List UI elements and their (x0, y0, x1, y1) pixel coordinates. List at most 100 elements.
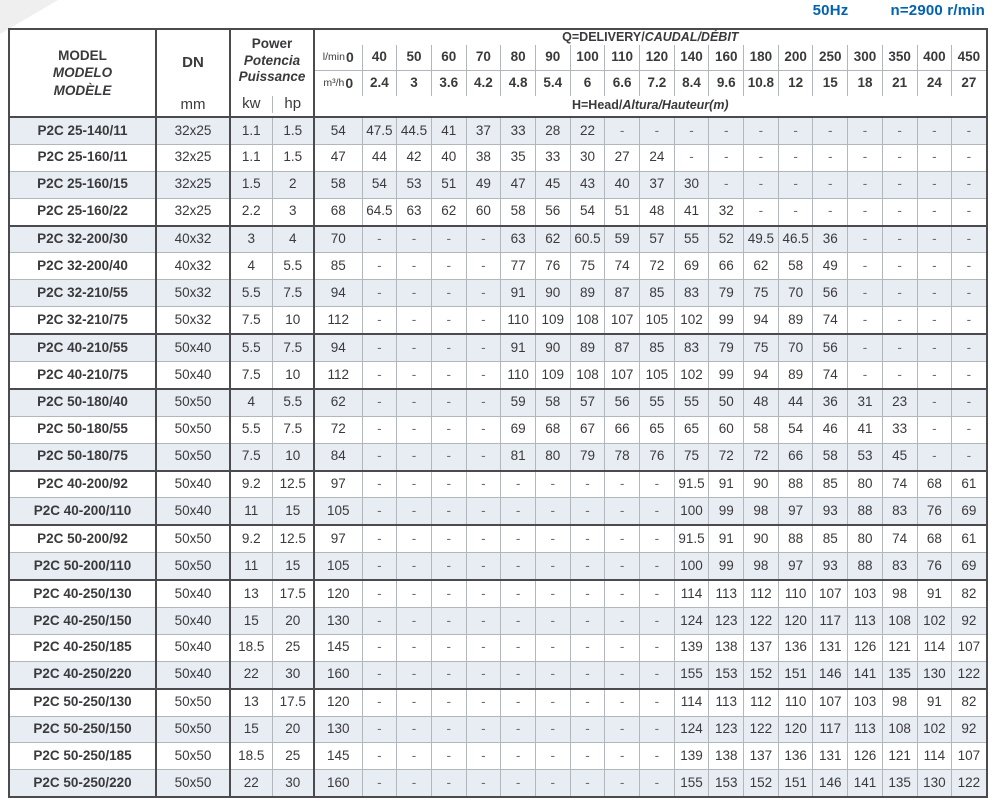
head-value-cell: 92 (951, 715, 988, 744)
table-row: P2C 50-200/92 50x50 9.2 12.5 97- - - - - - - - -91.5… (8, 524, 988, 554)
head-value-cell: 53 (396, 170, 432, 199)
head-value-cell: 75 (743, 333, 779, 363)
speed-label: n=2900 r/min (890, 2, 985, 19)
head-value-cell: - (881, 252, 918, 281)
head-value-cell: 27 (604, 143, 641, 172)
hp-cell: 3 (271, 197, 316, 227)
kw-cell: 2.2 (229, 197, 273, 227)
m3h-value: 24 (916, 69, 953, 96)
head-value-cell: 120 (777, 607, 814, 635)
hp-cell: 25 (271, 742, 316, 771)
head-value-cell: - (673, 115, 710, 145)
lmin-unit: l/min (322, 50, 345, 63)
head-value-cell: 97 (313, 469, 363, 499)
head-value-cell: - (430, 442, 467, 472)
head-value-cell: 46 (812, 415, 849, 444)
dn-cell: 50x50 (155, 387, 231, 417)
head-value-cell: 122 (951, 769, 988, 798)
delivery-header: Q=DELIVERY/CAUDAL/DÉBIT (313, 28, 988, 46)
head-value-cell: 61 (951, 524, 988, 554)
head-value-cell: - (639, 607, 675, 635)
m3h-value: 9.6 (708, 69, 745, 96)
kw-cell: 22 (229, 769, 273, 798)
head-value-cell: 102 (916, 607, 953, 635)
head-value-cell: - (847, 143, 883, 172)
table-row: P2C 40-250/185 50x40 18.5 25 145- - - - - - - - -139… (8, 633, 988, 662)
head-value-cell: 79 (708, 333, 745, 363)
head-value-cell: - (396, 715, 432, 744)
head-value-cell: - (777, 170, 814, 199)
head-value-cell: - (569, 769, 606, 798)
head-value-cell: 108 (569, 306, 606, 335)
lmin-value: 350 (881, 44, 918, 71)
dn-cell: 50x50 (155, 552, 231, 581)
m3h-value: 10.8 (743, 69, 779, 96)
head-value-cell: 137 (743, 633, 779, 662)
model-cell: P2C 32-200/40 (8, 252, 157, 281)
head-value-cell: 48 (639, 197, 675, 227)
head-value-cell: - (500, 687, 536, 717)
head-value-cell: - (500, 660, 536, 690)
head-value-cell: - (604, 742, 641, 771)
head-value-cell: - (396, 279, 432, 308)
hp-cell: 20 (271, 607, 316, 635)
kw-cell: 7.5 (229, 306, 273, 335)
head-value-cell: - (430, 687, 467, 717)
head-value-cell: 151 (777, 660, 814, 690)
head-value-cell: - (465, 306, 502, 335)
head-value-cell: - (361, 769, 398, 798)
lmin-value: 400 (916, 44, 953, 71)
head-value-cell: 42 (396, 143, 432, 172)
table-row: P2C 50-250/150 50x50 15 20 130- - - - - - - - -124 12… (8, 715, 988, 744)
head-value-cell: 69 (673, 252, 710, 281)
head-value-cell: - (916, 306, 953, 335)
head-value-cell: 117 (812, 715, 849, 744)
head-value-cell: 69 (951, 497, 988, 526)
head-value-cell: 59 (500, 387, 536, 417)
head-value-cell: - (951, 361, 988, 390)
head-value-cell: 54 (361, 170, 398, 199)
head-value-cell: 77 (500, 252, 536, 281)
head-value-cell: - (534, 633, 571, 662)
head-value-cell: - (881, 197, 918, 227)
head-value-cell: 75 (673, 442, 710, 472)
head-value-cell: - (430, 579, 467, 609)
model-cell: P2C 40-250/220 (8, 660, 157, 690)
head-value-cell: 110 (500, 361, 536, 390)
hp-cell: 5.5 (271, 252, 316, 281)
dn-cell: 50x40 (155, 361, 231, 390)
head-value-cell: - (604, 607, 641, 635)
head-value-cell: 91 (708, 469, 745, 499)
m3h-value: 2.4 (361, 69, 398, 96)
head-value-cell: 56 (534, 197, 571, 227)
head-value-cell: 87 (604, 279, 641, 308)
head-value-cell: - (465, 279, 502, 308)
head-value-cell: 152 (743, 660, 779, 690)
head-value-cell: - (500, 633, 536, 662)
hp-cell: 10 (271, 306, 316, 335)
head-value-cell: 151 (777, 769, 814, 798)
m3h-value: 21 (881, 69, 918, 96)
head-value-cell: - (396, 497, 432, 526)
hp-cell: 5.5 (271, 387, 316, 417)
head-value-cell: - (916, 115, 953, 145)
head-value-cell: - (396, 579, 432, 609)
head-value-cell: - (465, 607, 502, 635)
kw-cell: 9.2 (229, 524, 273, 554)
head-value-cell: 72 (708, 442, 745, 472)
kw-cell: 5.5 (229, 415, 273, 444)
model-cell: P2C 50-180/40 (8, 387, 157, 417)
head-value-cell: 83 (881, 497, 918, 526)
hp-unit-label: hp (284, 94, 302, 112)
head-value-cell: 152 (743, 769, 779, 798)
head-value-cell: - (847, 361, 883, 390)
head-value-cell: 114 (673, 579, 710, 609)
head-value-cell: 107 (951, 633, 988, 662)
head-value-cell: 107 (604, 361, 641, 390)
hp-cell: 15 (271, 552, 316, 581)
kw-cell: 13 (229, 687, 273, 717)
m3h-value: 7.2 (639, 69, 675, 96)
table-row: P2C 32-210/75 50x32 7.5 10 112- - - -110 109 108 1… (8, 306, 988, 335)
head-value-cell: 58 (812, 442, 849, 472)
lmin-value: 110 (604, 44, 641, 71)
